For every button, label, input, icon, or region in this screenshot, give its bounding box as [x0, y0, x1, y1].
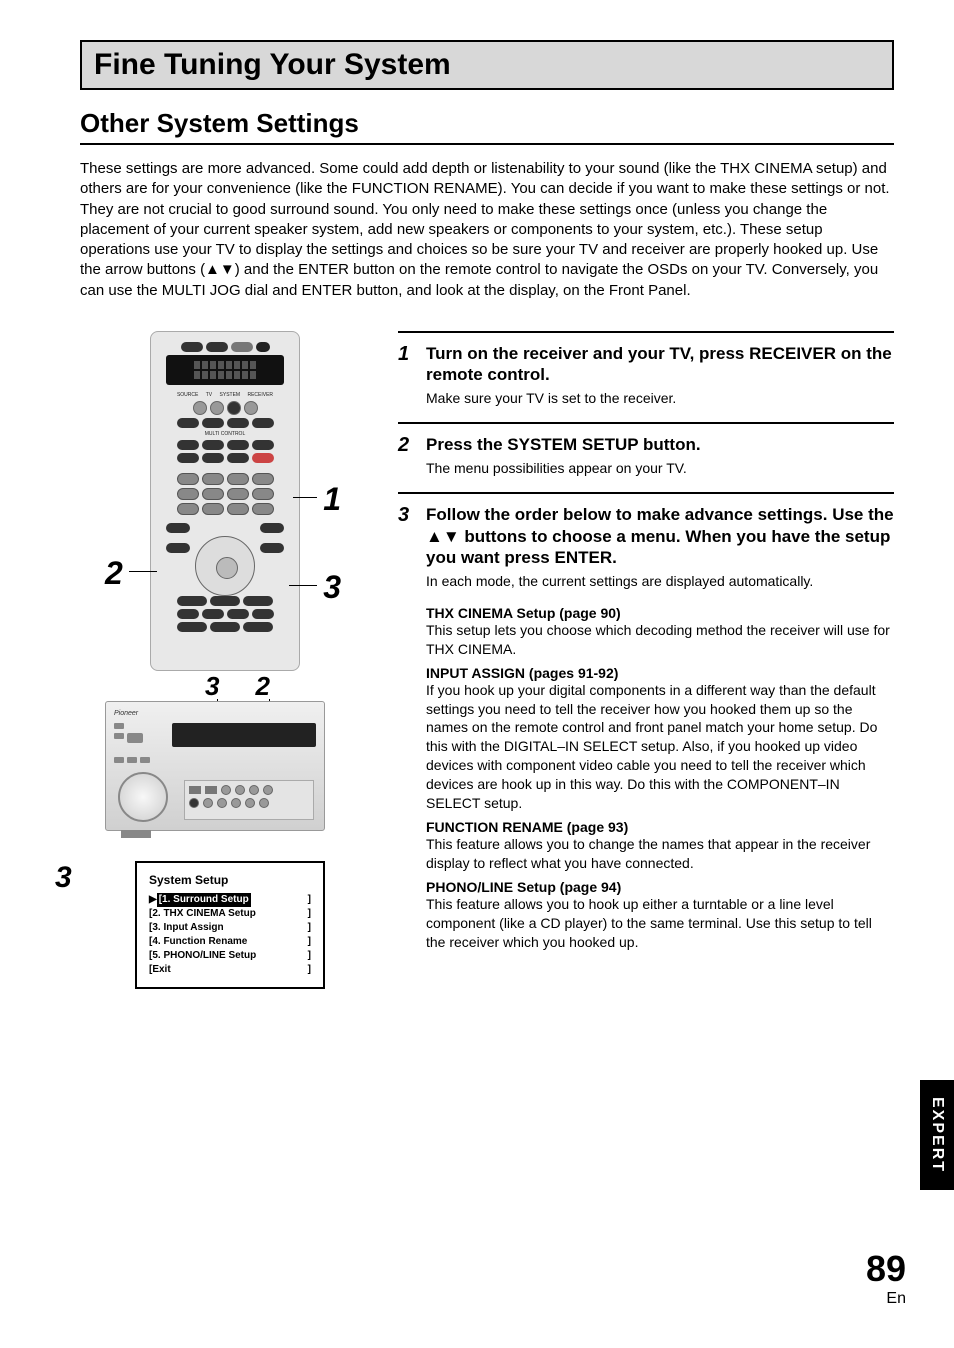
- multi-jog-dial: [118, 772, 168, 822]
- step-number: 1: [398, 343, 416, 408]
- section-heading-row: Other System Settings: [80, 108, 894, 145]
- receiver-panel: [184, 780, 314, 820]
- receiver-illustration: 3 2 Pioneer: [105, 701, 365, 831]
- sub-body: This setup lets you choose which decodin…: [426, 621, 894, 659]
- callout-line: [289, 585, 317, 586]
- page-number-block: 89 En: [866, 1248, 906, 1308]
- chapter-title: Fine Tuning Your System: [94, 48, 880, 82]
- sub-body: This feature allows you to change the na…: [426, 835, 894, 873]
- sub-heading: PHONO/LINE Setup (page 94): [426, 879, 894, 895]
- intro-paragraph: These settings are more advanced. Some c…: [80, 159, 894, 301]
- chapter-title-bar: Fine Tuning Your System: [80, 40, 894, 90]
- sub-heading: INPUT ASSIGN (pages 91-92): [426, 665, 894, 681]
- sub-body: This feature allows you to hook up eithe…: [426, 895, 894, 952]
- remote-body: SOURCE TV SYSTEM RECEIVER MULTI CONTROL: [150, 331, 300, 671]
- step-text: Make sure your TV is set to the receiver…: [426, 389, 894, 408]
- page-number: 89: [866, 1248, 906, 1290]
- step-number: 3: [398, 504, 416, 591]
- remote-callout-2: 2: [105, 555, 123, 592]
- steps-column: 1Turn on the receiver and your TV, press…: [398, 331, 894, 989]
- receiver-callout-2: 2: [255, 671, 269, 702]
- osd-menu-item: [3. Input Assign]: [149, 921, 311, 935]
- instruction-step: 2 Press the SYSTEM SETUP button. The menu …: [398, 422, 894, 486]
- osd-menu-item: [Exit]: [149, 963, 311, 977]
- receiver-callout-3: 3: [205, 671, 219, 702]
- osd-menu-item: ▶[1. Surround Setup]: [149, 893, 311, 907]
- osd-illustration: 3 System Setup ▶[1. Surround Setup][2. T…: [95, 861, 355, 989]
- instruction-step: 3Follow the order below to make advance …: [398, 492, 894, 599]
- remote-callout-3: 3: [323, 569, 341, 606]
- page-lang: En: [866, 1290, 906, 1308]
- receiver-display: [172, 723, 316, 747]
- side-tab: EXPERT: [920, 1080, 954, 1190]
- osd-menu-item: [4. Function Rename]: [149, 935, 311, 949]
- remote-callout-1: 1: [323, 481, 341, 518]
- osd-menu-item: [2. THX CINEMA Setup]: [149, 907, 311, 921]
- osd-step-number: 3: [55, 861, 72, 895]
- osd-menu-item: [5. PHONO/LINE Setup]: [149, 949, 311, 963]
- step-text: The menu possibilities appear on your TV…: [426, 459, 894, 478]
- remote-lcd: [166, 355, 285, 385]
- instruction-step: 1Turn on the receiver and your TV, press…: [398, 331, 894, 416]
- sub-heading: THX CINEMA Setup (page 90): [426, 605, 894, 621]
- sub-body: If you hook up your digital components i…: [426, 681, 894, 813]
- callout-line: [293, 497, 317, 498]
- osd-screen: System Setup ▶[1. Surround Setup][2. THX…: [135, 861, 325, 989]
- step-text: In each mode, the current settings are d…: [426, 572, 894, 591]
- remote-nav-pad: [195, 536, 255, 596]
- step-title: Press the SYSTEM SETUP button.: [426, 434, 894, 455]
- step-number: 2: [398, 434, 416, 478]
- step-title: Follow the order below to make advance s…: [426, 504, 894, 568]
- osd-title: System Setup: [149, 873, 311, 887]
- sub-heading: FUNCTION RENAME (page 93): [426, 819, 894, 835]
- callout-line: [129, 571, 157, 572]
- section-heading: Other System Settings: [80, 108, 894, 143]
- receiver-body: Pioneer: [105, 701, 325, 831]
- remote-illustration: 1 2 3 SOURCE TV SYSTEM RECEIVER MULTI CO…: [115, 331, 335, 671]
- step-title: Turn on the receiver and your TV, press …: [426, 343, 894, 386]
